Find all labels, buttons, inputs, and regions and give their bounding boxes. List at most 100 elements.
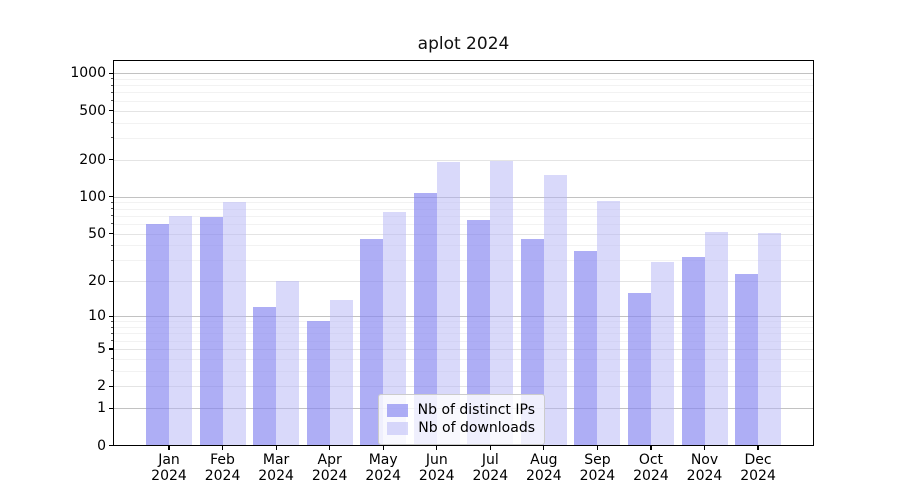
bar-downloads-may: [383, 212, 407, 446]
y-minor-tick-mark: [110, 340, 114, 342]
y-tick-label: 500: [79, 102, 106, 119]
y-tick-label: 1: [97, 400, 106, 417]
bar-distinct-ips-aug: [520, 239, 544, 446]
y-minor-tick-mark: [110, 244, 114, 246]
legend: Nb of distinct IPs Nb of downloads: [378, 394, 545, 445]
x-tick-mark: [382, 446, 384, 450]
gridline: [114, 233, 813, 235]
y-tick-label: 5: [97, 340, 106, 357]
gridline-minor: [114, 327, 813, 329]
x-tick-mark: [757, 446, 759, 450]
x-tick-mark: [489, 446, 491, 450]
gridline-minor: [114, 78, 813, 80]
x-tick-label: Apr 2024: [311, 452, 348, 484]
y-tick-label: 1000: [70, 65, 106, 82]
x-tick-mark: [596, 446, 598, 450]
y-minor-tick-mark: [110, 332, 114, 334]
y-tick-mark: [109, 233, 114, 235]
bar-downloads-apr: [329, 299, 353, 446]
y-tick-mark: [109, 159, 114, 161]
bar-distinct-ips-feb: [199, 217, 223, 446]
bar-downloads-jun: [436, 162, 460, 446]
x-tick-label: Jan 2024: [151, 452, 187, 484]
x-tick-mark: [650, 446, 652, 450]
gridline: [114, 159, 813, 161]
y-minor-tick-mark: [110, 208, 114, 210]
legend-label-downloads: Nb of downloads: [418, 420, 535, 436]
y-minor-tick-mark: [110, 201, 114, 203]
gridline-minor: [114, 215, 813, 217]
x-tick-label: Feb 2024: [204, 452, 241, 484]
x-tick-mark: [703, 446, 706, 450]
y-tick-mark: [109, 444, 114, 447]
y-minor-tick-mark: [110, 326, 114, 328]
x-tick-mark: [436, 446, 438, 450]
x-tick-label: Jul 2024: [472, 452, 509, 484]
x-tick-label: Jun 2024: [418, 452, 455, 484]
bar-distinct-ips-may: [360, 239, 384, 446]
gridline: [114, 386, 813, 388]
y-minor-tick-mark: [110, 122, 114, 123]
bar-downloads-oct: [650, 262, 674, 446]
gridline-minor: [114, 85, 813, 87]
y-tick-label: 100: [79, 188, 106, 205]
y-tick-mark: [109, 196, 114, 198]
gridline-major: [114, 316, 813, 318]
y-minor-tick-mark: [110, 84, 114, 86]
gridline-minor: [114, 92, 813, 94]
y-minor-tick-mark: [110, 358, 114, 360]
y-tick-label: 2: [97, 378, 106, 395]
x-tick-label: Dec 2024: [740, 452, 776, 484]
y-tick-label: 50: [88, 225, 106, 242]
y-minor-tick-mark: [110, 137, 114, 139]
bar-distinct-ips-dec: [735, 274, 759, 446]
bar-downloads-jul: [490, 161, 514, 446]
legend-swatch-downloads: [387, 421, 409, 435]
x-tick-label: May 2024: [365, 452, 401, 484]
gridline-minor: [114, 223, 813, 225]
legend-item-distinct-ips: Nb of distinct IPs: [387, 402, 535, 418]
gridline-minor: [114, 358, 813, 360]
gridline-major: [114, 196, 813, 198]
y-minor-tick-mark: [110, 223, 114, 225]
bar-downloads-dec: [758, 232, 782, 446]
y-tick-mark: [109, 315, 114, 317]
bar-downloads-feb: [222, 202, 246, 446]
x-tick-mark: [275, 446, 277, 450]
y-tick-mark: [109, 72, 114, 74]
x-tick-mark: [543, 446, 545, 450]
gridline-minor: [114, 100, 813, 102]
gridline-minor: [114, 370, 813, 372]
y-tick-label: 20: [88, 273, 106, 290]
legend-item-downloads: Nb of downloads: [387, 420, 535, 436]
gridline-minor: [114, 122, 813, 124]
x-tick-label: Sep 2024: [579, 452, 616, 484]
x-tick-label: Nov 2024: [686, 452, 723, 484]
x-tick-label: Mar 2024: [258, 452, 294, 484]
x-tick-label: Aug 2024: [526, 452, 562, 484]
y-tick-label: 0: [97, 437, 106, 454]
gridline-minor: [114, 245, 813, 247]
gridline-minor: [114, 208, 813, 210]
bar-downloads-sep: [597, 200, 621, 446]
gridline-minor: [114, 321, 813, 323]
gridline-minor: [114, 137, 813, 139]
x-tick-mark: [329, 446, 331, 450]
gridline-minor: [114, 333, 813, 335]
bar-distinct-ips-jan: [146, 223, 169, 446]
bar-distinct-ips-mar: [253, 307, 277, 446]
y-tick-label: 200: [79, 151, 106, 168]
y-minor-tick-mark: [110, 370, 114, 372]
bar-downloads-mar: [276, 281, 300, 446]
y-tick-mark: [109, 280, 114, 283]
gridline: [114, 281, 813, 283]
bar-downloads-jan: [169, 215, 192, 446]
x-tick-label: Oct 2024: [633, 452, 669, 484]
y-tick-mark: [109, 109, 114, 112]
bar-distinct-ips-jun: [413, 192, 437, 446]
bar-distinct-ips-oct: [627, 292, 651, 446]
gridline-minor: [114, 340, 813, 342]
gridline-minor: [114, 260, 813, 262]
bar-distinct-ips-nov: [681, 257, 705, 446]
